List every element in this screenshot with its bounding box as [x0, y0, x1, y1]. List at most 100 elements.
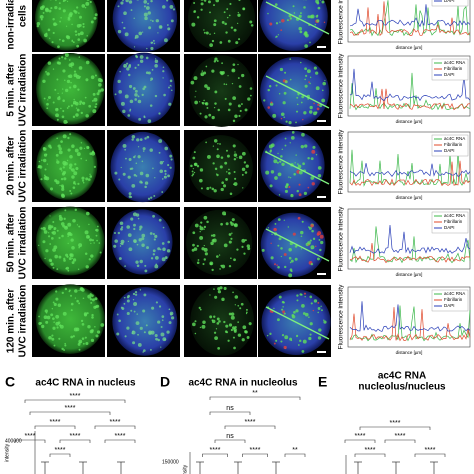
bracket — [214, 439, 246, 443]
speckle — [48, 258, 52, 262]
speckle — [153, 42, 156, 45]
speckle — [39, 322, 43, 325]
speckle — [321, 0, 325, 4]
speckle — [46, 72, 50, 76]
speckle — [196, 244, 199, 248]
speckle — [320, 309, 323, 312]
speckle — [98, 242, 101, 244]
speckle — [91, 298, 95, 302]
speckle — [114, 171, 118, 175]
speckle — [37, 166, 40, 169]
speckle — [300, 61, 302, 64]
speckle — [234, 304, 236, 306]
speckle — [137, 63, 140, 66]
speckle — [60, 107, 62, 110]
speckle — [52, 317, 55, 320]
nucleus — [189, 55, 254, 127]
speckle — [201, 324, 206, 329]
speckle — [203, 247, 208, 252]
speckle — [69, 12, 73, 16]
speckle — [120, 166, 122, 169]
speckle — [145, 324, 148, 327]
speckle — [203, 215, 208, 220]
speckle — [168, 321, 172, 325]
speckle — [309, 105, 313, 110]
speckle — [230, 312, 235, 316]
speckle — [223, 320, 226, 324]
speckle — [85, 265, 89, 269]
speckle — [323, 320, 327, 324]
speckle — [84, 6, 87, 9]
speckle — [44, 175, 47, 178]
speckle — [144, 264, 147, 267]
speckle — [141, 93, 144, 97]
speckle — [227, 39, 231, 43]
speckle — [281, 308, 284, 311]
speckle — [152, 39, 155, 42]
speckle — [127, 175, 131, 179]
significance: **** — [425, 447, 436, 454]
significance: ** — [252, 390, 258, 397]
speckle — [138, 238, 142, 242]
speckle — [42, 158, 47, 163]
speckle — [94, 74, 97, 77]
speckle — [224, 97, 227, 100]
speckle — [277, 34, 279, 36]
speckle — [298, 193, 302, 197]
speckle — [90, 254, 94, 258]
speckle — [244, 108, 248, 112]
speckle — [47, 99, 49, 101]
panel-letter: C — [5, 374, 15, 390]
speckle — [155, 19, 159, 23]
speckle — [118, 257, 122, 261]
speckle — [137, 99, 142, 104]
speckle — [300, 101, 303, 104]
speckle — [223, 11, 226, 14]
speckle — [315, 15, 319, 18]
speckle — [68, 59, 71, 61]
micrograph — [184, 207, 257, 279]
speckle — [277, 265, 280, 269]
speckle — [161, 257, 166, 262]
speckle — [192, 173, 195, 176]
speckle — [167, 240, 171, 244]
micrograph — [107, 285, 180, 357]
speckle — [41, 159, 43, 161]
speckle — [192, 156, 196, 160]
speckle — [318, 328, 322, 332]
speckle — [67, 105, 70, 108]
speckle — [56, 268, 59, 271]
speckle — [139, 55, 144, 59]
speckle — [238, 38, 241, 41]
speckle — [46, 163, 49, 165]
micrograph — [184, 0, 257, 52]
speckle — [244, 330, 248, 334]
scale-bar — [317, 273, 326, 275]
x-axis-label: distance [µm] — [396, 272, 423, 277]
speckle — [120, 239, 125, 244]
speckle — [51, 337, 55, 341]
speckle — [71, 23, 73, 26]
speckle — [62, 166, 65, 169]
speckle — [56, 160, 60, 164]
speckle — [317, 103, 320, 107]
speckle — [72, 219, 76, 223]
speckle — [48, 232, 50, 234]
speckle — [135, 175, 138, 177]
speckle — [308, 226, 312, 230]
profile-plot: Fluorescence intensity distance [µm] ac4C … — [338, 53, 471, 124]
speckle — [234, 326, 237, 329]
speckle — [221, 297, 225, 302]
legend-label: ac4C RNA — [444, 291, 465, 296]
speckle — [136, 264, 140, 268]
speckle — [123, 296, 126, 299]
speckle — [125, 0, 129, 3]
speckle — [45, 70, 47, 73]
speckle — [286, 19, 289, 22]
speckle — [233, 28, 237, 32]
speckle — [83, 147, 86, 150]
speckle — [232, 326, 236, 330]
speckle — [135, 260, 139, 264]
